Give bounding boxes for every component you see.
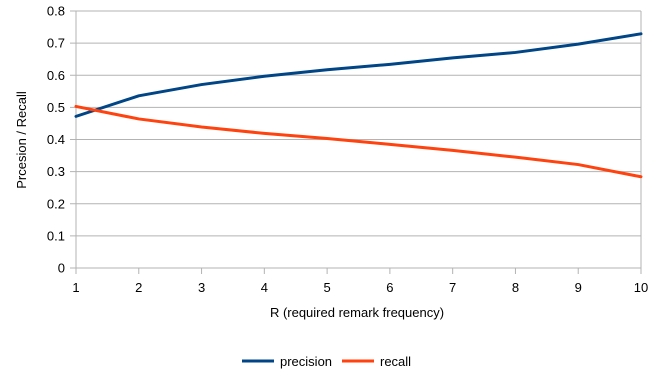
y-tick-label: 0.3 xyxy=(47,164,65,179)
x-tick-label: 2 xyxy=(135,280,142,295)
y-axis-title: Prcesion / Recall xyxy=(14,91,29,189)
x-tick-label: 5 xyxy=(323,280,330,295)
y-tick-label: 0.6 xyxy=(47,68,65,83)
x-axis-ticks: 1 2 3 4 5 6 7 8 9 10 xyxy=(72,268,648,295)
y-tick-label: 0.7 xyxy=(47,36,65,51)
x-tick-label: 7 xyxy=(449,280,456,295)
y-axis-ticks: 0 0.1 0.2 0.3 0.4 0.5 0.6 0.7 0.8 xyxy=(47,4,76,276)
x-tick-label: 3 xyxy=(198,280,205,295)
gridlines xyxy=(75,10,642,269)
x-tick-label: 10 xyxy=(634,280,648,295)
y-tick-label: 0.2 xyxy=(47,196,65,211)
legend: precision recall xyxy=(242,354,411,369)
x-tick-label: 6 xyxy=(386,280,393,295)
x-tick-label: 4 xyxy=(261,280,268,295)
y-tick-label: 0.1 xyxy=(47,228,65,243)
x-tick-label: 8 xyxy=(512,280,519,295)
series-lines xyxy=(74,32,643,179)
y-tick-label: 0.4 xyxy=(47,132,65,147)
legend-label-recall: recall xyxy=(380,354,411,369)
x-tick-label: 9 xyxy=(575,280,582,295)
y-tick-label: 0.8 xyxy=(47,4,65,19)
series-line-recall xyxy=(74,104,643,179)
x-tick-label: 1 xyxy=(72,280,79,295)
y-tick-label: 0.5 xyxy=(47,100,65,115)
legend-label-precision: precision xyxy=(280,354,332,369)
y-tick-label: 0 xyxy=(58,261,65,276)
x-axis-title: R (required remark frequency) xyxy=(270,305,444,320)
series-line-precision xyxy=(74,32,643,118)
